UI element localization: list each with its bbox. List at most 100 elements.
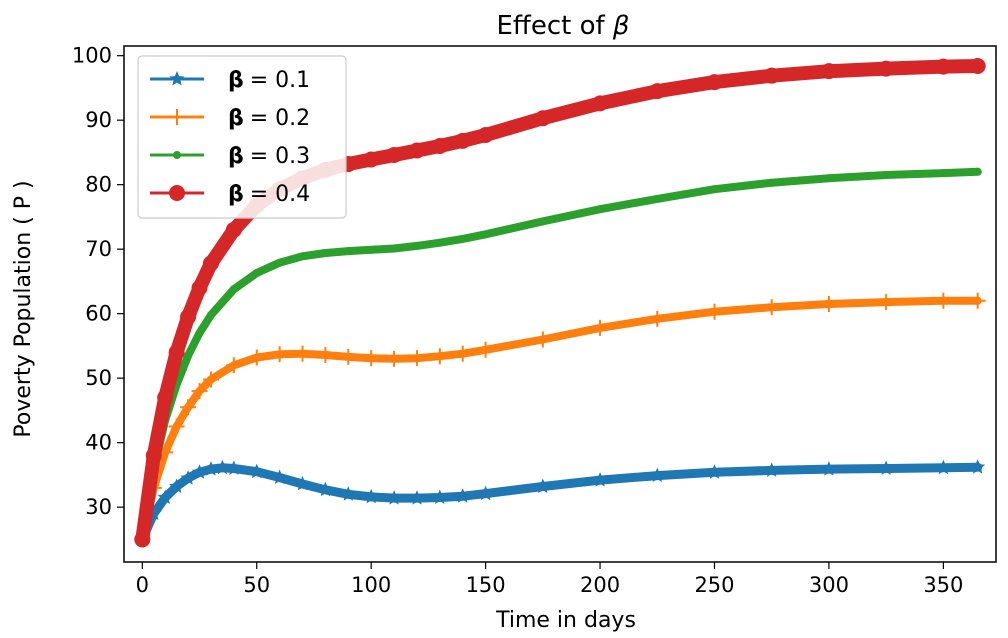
data-point: [168, 418, 185, 435]
legend-item-1: β = 0.1: [150, 68, 310, 93]
data-point: [191, 279, 208, 296]
data-point: [317, 346, 334, 363]
data-point: [248, 349, 265, 366]
data-point: [478, 485, 494, 501]
data-point: [935, 292, 952, 309]
data-point: [225, 221, 242, 238]
data-point: [294, 345, 311, 362]
data-point: [226, 460, 242, 475]
data-point: [363, 488, 379, 504]
data-point: [344, 247, 353, 256]
legend-label: β = 0.3: [228, 144, 310, 169]
data-point: [363, 350, 380, 367]
data-point: [454, 132, 471, 149]
data-point: [592, 95, 609, 112]
data-point: [596, 205, 605, 214]
data-point: [195, 329, 204, 338]
series-4: [134, 57, 986, 548]
y-tick-label: 30: [85, 495, 112, 519]
legend: β = 0.1 β = 0.2 β = 0.3 β = 0.4: [137, 55, 347, 219]
y-tick-label: 80: [85, 173, 112, 197]
data-point: [935, 58, 952, 75]
data-point: [294, 476, 311, 491]
legend-item-2: β = 0.2: [150, 106, 310, 131]
data-point: [249, 463, 265, 479]
data-point: [477, 341, 494, 358]
data-point: [824, 174, 833, 183]
data-point: [272, 469, 288, 484]
data-point: [317, 481, 333, 497]
x-tick-label: 300: [809, 573, 849, 597]
data-point: [229, 285, 238, 294]
legend-marker: [169, 109, 185, 125]
x-tick-label: 350: [923, 573, 963, 597]
data-point: [134, 531, 151, 548]
series-line: [135, 59, 985, 547]
data-point: [535, 478, 551, 493]
data-point: [184, 351, 193, 360]
data-point: [180, 308, 197, 325]
series-3: [138, 167, 982, 544]
plot-frame: [123, 45, 997, 563]
data-point: [821, 461, 837, 476]
x-axis: 0 50 100 150 200 250 300 350: [136, 562, 963, 597]
data-point: [763, 299, 780, 316]
data-point: [970, 459, 986, 474]
y-tick-label: 100: [72, 44, 112, 68]
data-point: [878, 60, 895, 77]
data-point: [340, 486, 356, 501]
data-point: [935, 459, 951, 475]
data-point: [649, 467, 665, 482]
legend-item-3: β = 0.3: [150, 144, 310, 169]
data-point: [882, 171, 891, 179]
data-point: [820, 63, 837, 80]
data-point: [649, 310, 666, 327]
y-tick-label: 40: [85, 431, 112, 455]
y-tick-label: 90: [85, 108, 112, 132]
data-point: [481, 230, 490, 239]
legend-marker: [169, 185, 185, 201]
data-point: [363, 151, 380, 168]
plot-series: [134, 57, 986, 548]
data-point: [169, 478, 185, 493]
y-axis: 30 40 50 60 70 80 90 100: [72, 44, 124, 519]
x-tick-label: 250: [694, 573, 734, 597]
data-point: [538, 217, 547, 226]
data-point: [534, 331, 551, 348]
legend-marker: [173, 151, 181, 159]
x-tick-label: 50: [243, 573, 270, 597]
data-point: [275, 258, 284, 267]
data-point: [202, 371, 219, 388]
data-point: [252, 269, 261, 278]
data-point: [706, 303, 723, 320]
y-tick-label: 50: [85, 366, 112, 390]
series-2: [134, 292, 986, 548]
y-axis-label: Poverty Population ( P ): [11, 180, 36, 437]
data-point: [653, 194, 662, 203]
legend-marker: [169, 71, 185, 86]
legend-box: [137, 55, 347, 219]
legend-item-4: β = 0.4: [150, 182, 310, 207]
chart-title: Effect of β: [496, 11, 629, 41]
y-tick-label: 60: [85, 302, 112, 326]
data-point: [145, 447, 162, 464]
data-point: [477, 127, 494, 144]
data-point: [271, 346, 288, 363]
data-point: [592, 319, 609, 336]
data-point: [298, 252, 307, 261]
data-point: [458, 234, 467, 243]
data-point: [191, 464, 208, 479]
y-tick-label: 70: [85, 237, 112, 261]
data-point: [157, 489, 173, 504]
data-point: [939, 169, 948, 178]
data-point: [214, 459, 230, 475]
legend-label: β = 0.2: [228, 106, 310, 131]
data-point: [878, 294, 895, 311]
data-point: [203, 461, 219, 476]
x-tick-label: 200: [580, 573, 620, 597]
data-point: [386, 490, 402, 505]
data-point: [390, 244, 399, 253]
legend-label: β = 0.4: [228, 182, 310, 207]
data-point: [973, 167, 982, 176]
